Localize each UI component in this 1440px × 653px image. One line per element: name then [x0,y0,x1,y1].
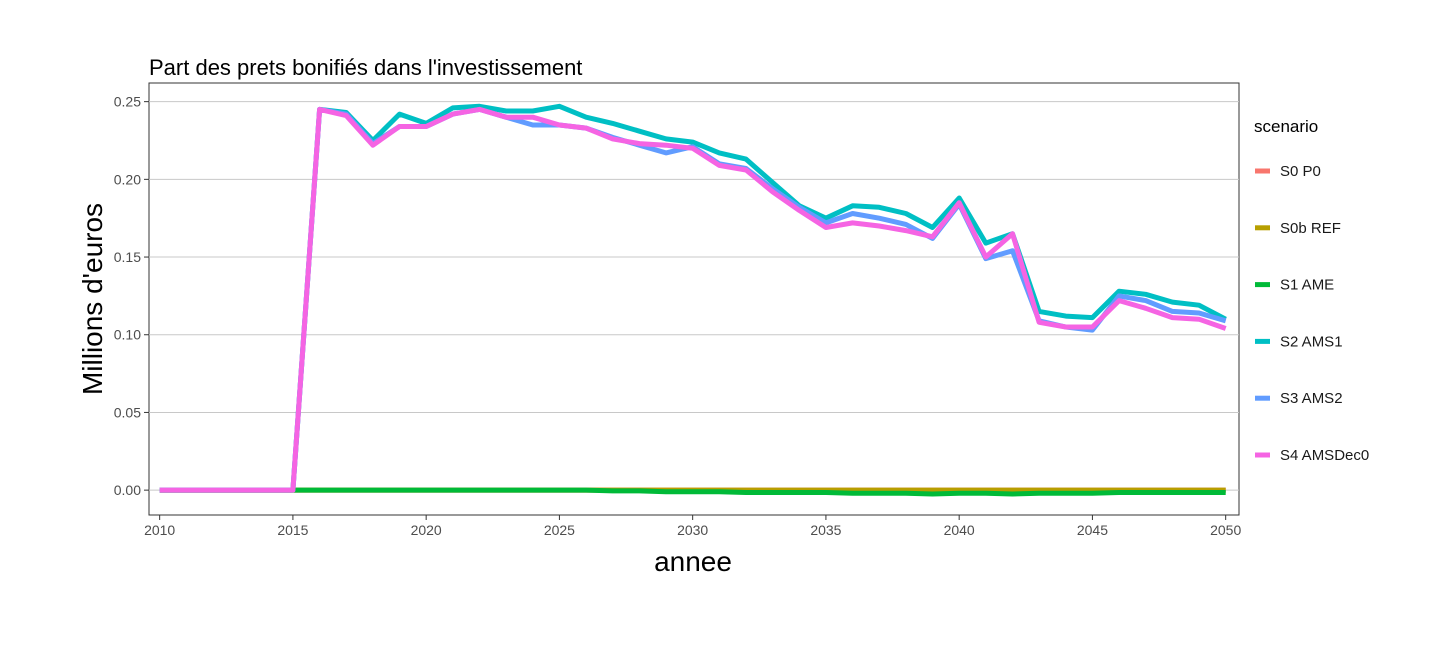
x-tick-label: 2050 [1210,522,1241,538]
y-tick-label: 0.00 [114,482,141,498]
x-tick-label: 2040 [944,522,975,538]
legend-title: scenario [1254,117,1318,136]
x-tick-label: 2015 [277,522,308,538]
y-tick-label: 0.05 [114,404,141,420]
series-line-s4-amsdec0 [159,106,1227,493]
chart-title: Part des prets bonifiés dans l'investiss… [149,55,582,80]
x-tick-label: 2020 [411,522,442,538]
y-tick-label: 0.15 [114,249,141,265]
x-tick-label: 2030 [677,522,708,538]
y-axis: 0.00 0.05 0.10 0.15 0.20 0.25 [114,94,149,498]
plot-panel [148,82,1240,516]
x-axis: 2010 2015 2020 2025 2030 2035 2040 2045 2050 [144,515,1241,538]
y-axis-label: Millions d'euros [77,203,108,395]
legend-label-s3-ams2: S3 AMS2 [1280,390,1343,407]
legend-label-s0-p0: S0 P0 [1280,163,1321,180]
x-tick-label: 2010 [144,522,175,538]
y-tick-label: 0.10 [114,327,141,343]
y-tick-label: 0.20 [114,171,141,187]
legend-label-s4-amsdec0: S4 AMSDec0 [1280,447,1369,464]
series-line-s1-ame [159,487,1226,497]
x-tick-label: 2025 [544,522,575,538]
x-tick-label: 2045 [1077,522,1108,538]
legend-label-s0b-ref: S0b REF [1280,220,1341,237]
legend: scenario S0 P0 S0b REF S1 AME S2 AMS1 S3 AMS… [1254,117,1369,464]
legend-label-s1-ame: S1 AME [1280,277,1334,294]
x-tick-label: 2035 [810,522,841,538]
legend-label-s2-ams1: S2 AMS1 [1280,333,1343,350]
series-lines [159,103,1227,497]
x-axis-label: annee [654,546,732,577]
y-tick-label: 0.25 [114,94,141,110]
